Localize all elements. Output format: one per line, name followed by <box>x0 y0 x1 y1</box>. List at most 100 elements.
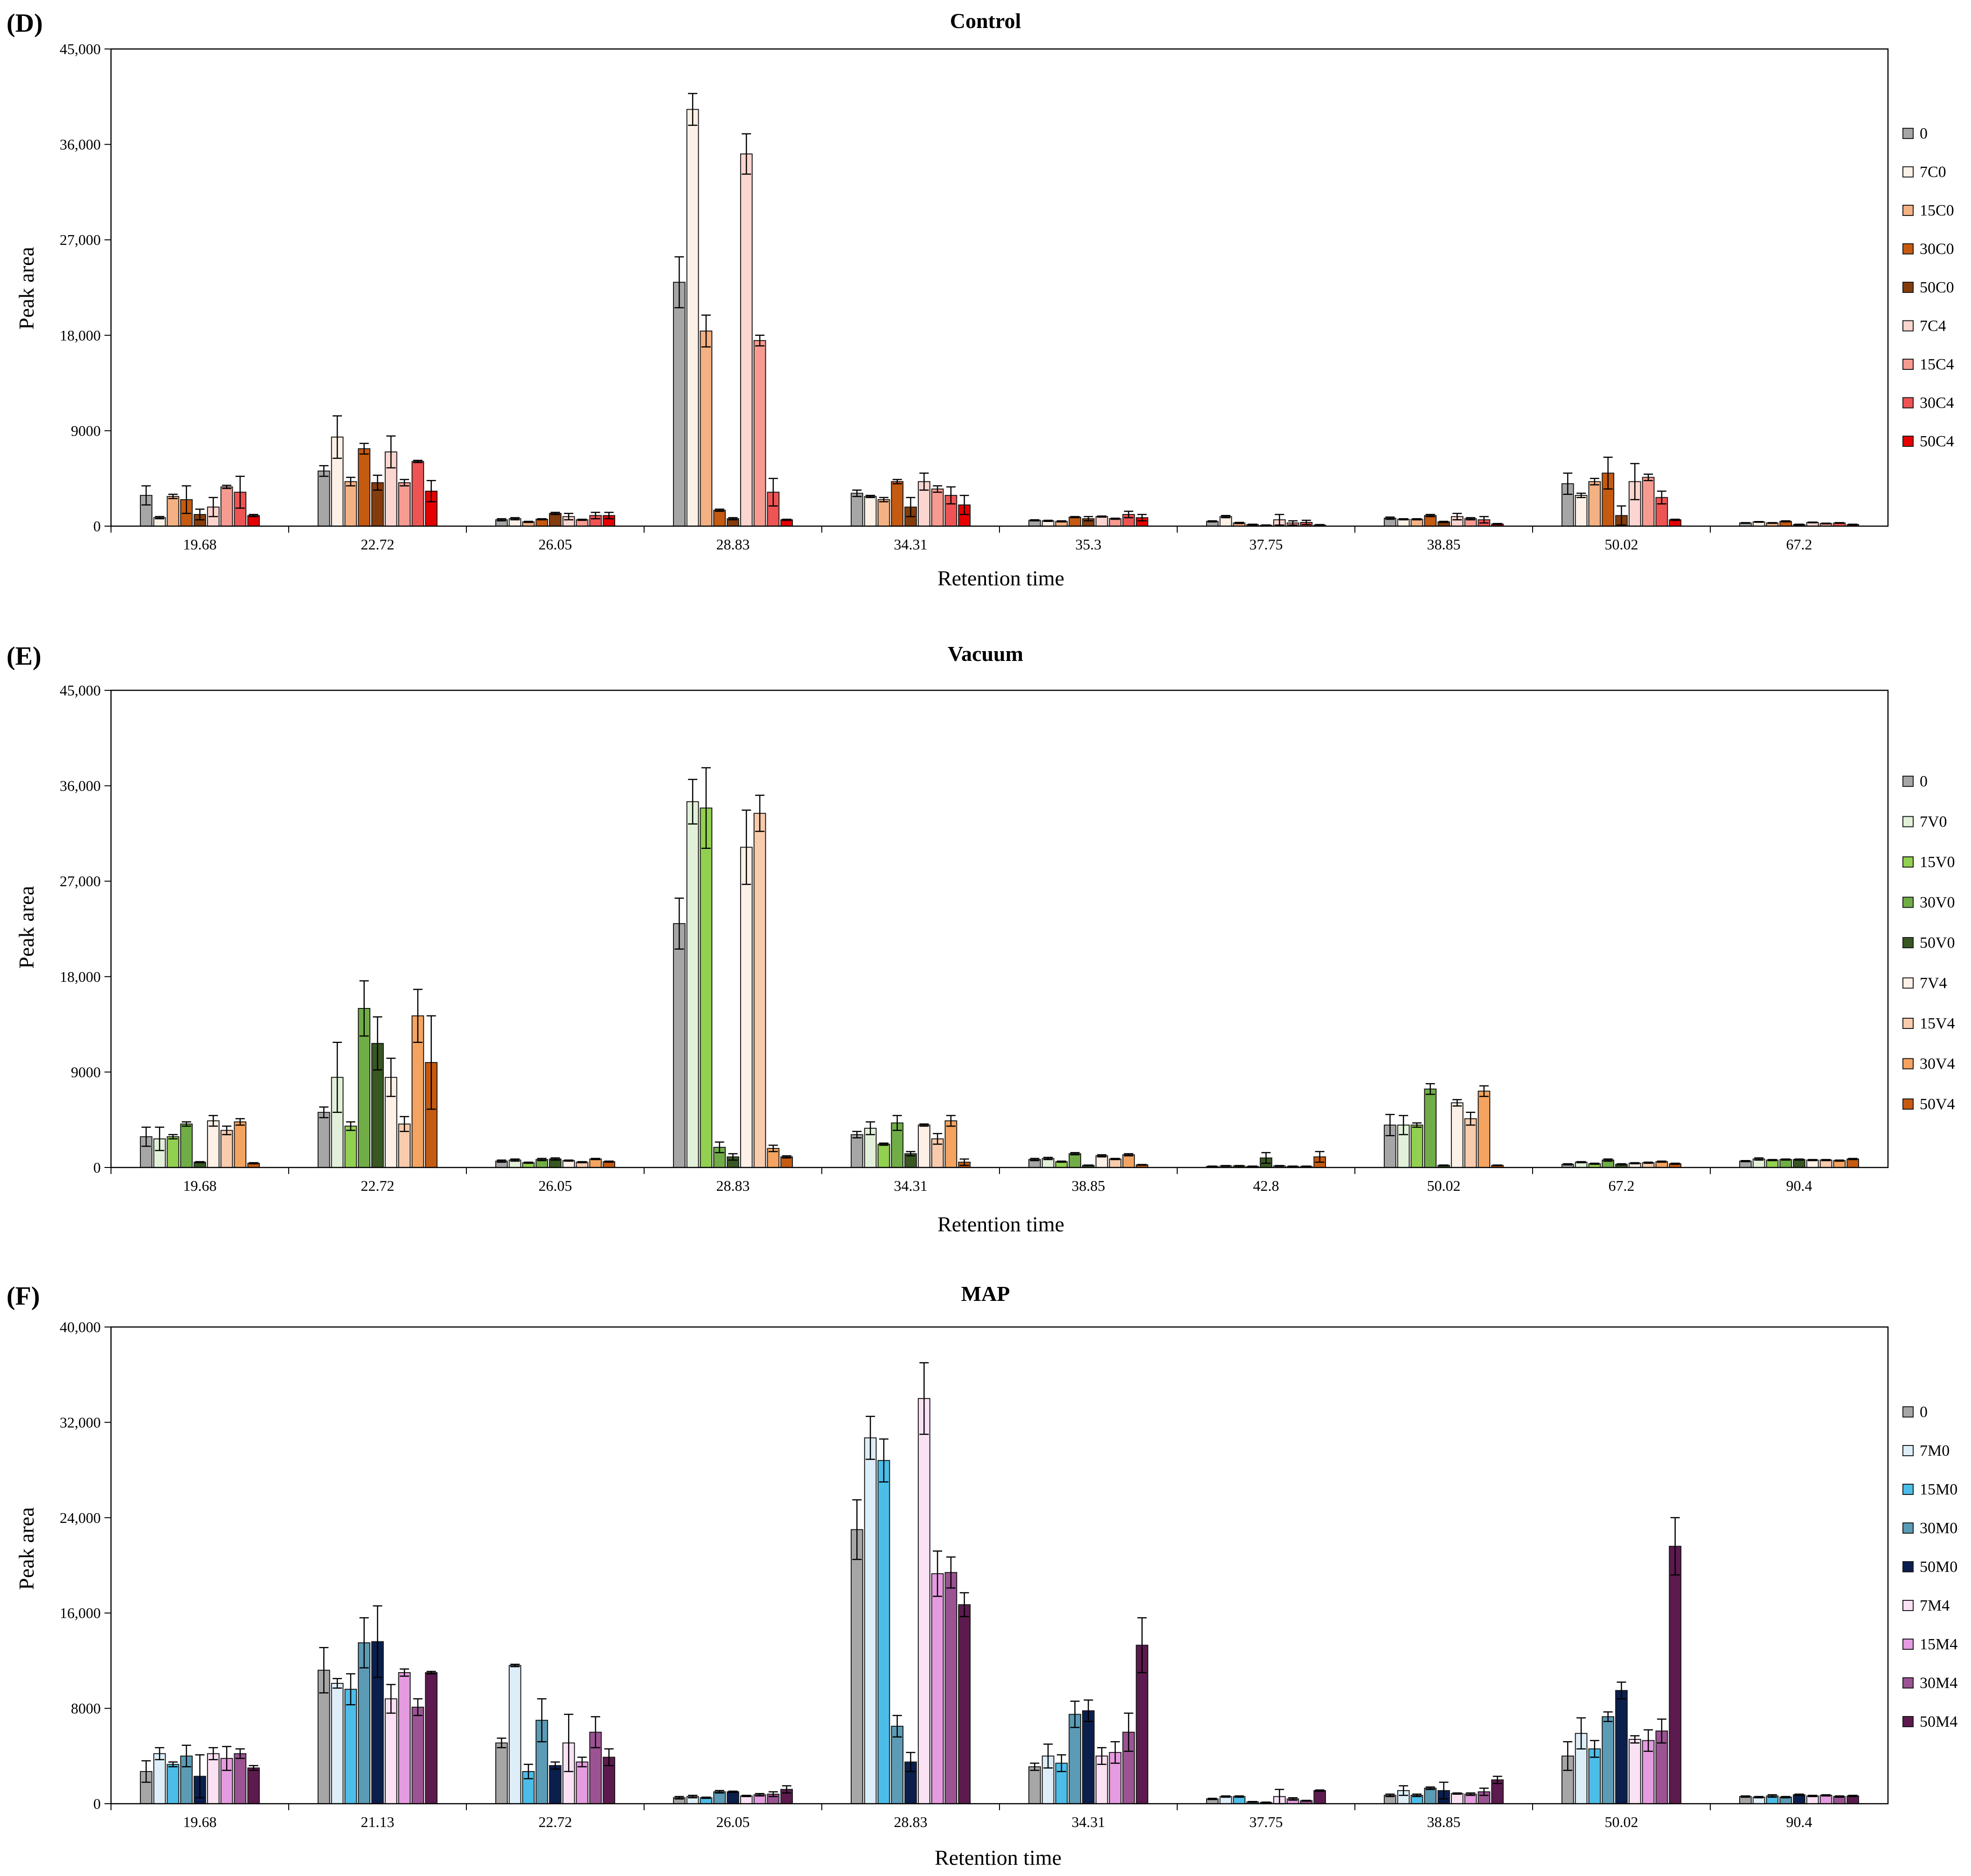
bar <box>944 1572 958 1805</box>
bar <box>713 1791 726 1804</box>
x-tick-labels: 19.68 21.13 22.72 26.05 28.83 34.31 37.75 38.85… <box>183 1813 1812 1830</box>
bar <box>931 488 944 527</box>
panel-label: (D) <box>7 9 43 38</box>
bar <box>1766 1160 1779 1168</box>
y-gridlines <box>104 690 1711 1174</box>
bar <box>740 153 753 527</box>
legend-label: 15C0 <box>1920 202 1954 219</box>
legend-swatch <box>1902 856 1914 868</box>
legend-swatch <box>1902 320 1914 332</box>
control-bar-chart: (D) Control Peak area Retention time 0 90… <box>7 9 1954 590</box>
bar <box>1588 481 1601 527</box>
bar <box>1588 1748 1601 1804</box>
bar <box>1615 1690 1628 1805</box>
legend-swatch <box>1902 977 1914 989</box>
bar <box>686 109 699 527</box>
bar <box>167 496 180 527</box>
y-gridlines <box>104 49 1711 533</box>
legend-label: 50C0 <box>1920 279 1954 296</box>
legend: 0 7V0 15V0 30V0 50V0 7V4 15V4 30V4 50V4 <box>1902 773 1955 1113</box>
bar <box>358 448 371 527</box>
plot-area-frame <box>110 48 1889 527</box>
bar <box>958 1604 971 1804</box>
bar <box>1109 518 1122 527</box>
y-tick-label: 0 <box>93 1159 101 1176</box>
x-tick-label: 50.02 <box>1427 1177 1461 1194</box>
legend-label: 30M0 <box>1920 1520 1957 1537</box>
bar <box>850 493 863 527</box>
bar <box>891 481 904 527</box>
bar <box>740 847 753 1168</box>
x-tick-label: 34.31 <box>1072 1813 1105 1830</box>
y-tick-label: 8000 <box>71 1700 101 1717</box>
x-tick-label: 22.72 <box>539 1813 572 1830</box>
legend-swatch <box>1902 1484 1914 1495</box>
x-tick-label: 19.68 <box>183 1177 217 1194</box>
bar <box>1478 1091 1491 1168</box>
y-tick-label: 45,000 <box>60 682 101 699</box>
bar <box>700 330 713 527</box>
x-axis-label: Retention time <box>935 1846 1062 1869</box>
legend-swatch <box>1902 1058 1914 1070</box>
y-tick-label: 0 <box>93 518 101 535</box>
x-tick-label: 34.31 <box>894 1177 928 1194</box>
legend-swatch <box>1902 243 1914 255</box>
error-bars <box>141 93 1858 527</box>
legend-label: 50V4 <box>1920 1096 1955 1113</box>
y-tick-label: 18,000 <box>60 327 101 344</box>
chart-title: Control <box>950 9 1021 33</box>
bar <box>686 801 699 1168</box>
legend-label: 7C4 <box>1920 318 1946 335</box>
bar <box>700 807 713 1168</box>
legend-label: 7V4 <box>1920 975 1947 992</box>
legend-label: 0 <box>1920 773 1928 790</box>
legend-swatch <box>1902 205 1914 216</box>
x-tick-labels: 19.68 22.72 26.05 28.83 34.31 35.3 37.75 38.85 5… <box>183 536 1812 553</box>
y-tick-label: 9000 <box>71 422 101 439</box>
bar <box>850 1529 863 1804</box>
legend-swatch <box>1902 1018 1914 1029</box>
bar <box>331 1682 344 1804</box>
bar <box>549 1765 562 1804</box>
bar <box>317 1112 330 1168</box>
legend-swatch <box>1902 1098 1914 1110</box>
bar <box>1313 1790 1326 1805</box>
bar <box>180 1123 193 1168</box>
legend-swatch <box>1902 1600 1914 1611</box>
legend-swatch <box>1902 1716 1914 1727</box>
x-tick-label: 37.75 <box>1249 1813 1283 1830</box>
plot-area-frame <box>110 1326 1889 1805</box>
x-tick-label: 35.3 <box>1076 536 1102 553</box>
error-bars <box>141 767 1858 1167</box>
y-tick-label: 18,000 <box>60 968 101 985</box>
x-tick-label: 38.85 <box>1427 536 1461 553</box>
bar <box>850 1134 863 1168</box>
legend-label: 50M4 <box>1920 1713 1957 1730</box>
bar <box>508 1665 521 1804</box>
legend-label: 15C4 <box>1920 356 1954 373</box>
legend-swatch <box>1902 1522 1914 1534</box>
bar <box>1793 1794 1805 1805</box>
bar <box>931 1573 944 1804</box>
bar <box>411 1707 424 1804</box>
bar <box>234 1121 247 1168</box>
x-tick-label: 42.8 <box>1253 1177 1279 1194</box>
bar <box>877 1460 890 1805</box>
y-tick-label: 27,000 <box>60 231 101 248</box>
x-tick-label: 38.85 <box>1427 1813 1461 1830</box>
bar <box>877 1143 890 1168</box>
legend-label: 30V0 <box>1920 894 1955 911</box>
x-tick-label: 50.02 <box>1605 536 1638 553</box>
chart-panel-control: (D) Control Peak area Retention time 0 90… <box>0 0 1971 625</box>
legend-label: 50V0 <box>1920 934 1955 952</box>
x-tick-label: 28.83 <box>716 536 750 553</box>
bar-marks <box>139 109 1860 527</box>
bar <box>220 486 233 527</box>
legend-swatch <box>1902 776 1914 787</box>
x-tick-label: 28.83 <box>716 1177 750 1194</box>
x-tick-label: 26.05 <box>539 1177 572 1194</box>
bar <box>1575 495 1588 527</box>
chart-panel-map: (F) MAP Peak area Retention time 0 8000 16… <box>0 1264 1971 1876</box>
y-tick-label: 27,000 <box>60 873 101 889</box>
y-tick-label: 9000 <box>71 1063 101 1080</box>
